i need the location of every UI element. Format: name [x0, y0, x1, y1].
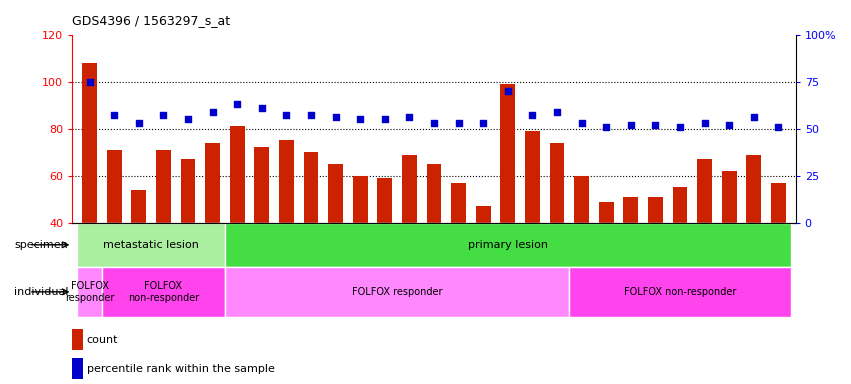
Point [772, 124, 785, 130]
Bar [205, 143, 220, 223]
Bar [77, 223, 225, 267]
Bar [131, 190, 146, 223]
Text: FOLFOX non-responder: FOLFOX non-responder [624, 287, 736, 297]
Bar [225, 223, 791, 267]
Text: GDS4396 / 1563297_s_at: GDS4396 / 1563297_s_at [72, 14, 231, 27]
Bar [156, 150, 171, 223]
Bar [569, 267, 791, 317]
Bar [426, 164, 442, 223]
Bar [83, 63, 97, 223]
Bar [378, 178, 392, 223]
Bar [180, 159, 196, 223]
Text: primary lesion: primary lesion [468, 240, 548, 250]
Point [132, 120, 146, 126]
Point [206, 109, 220, 115]
Text: metastatic lesion: metastatic lesion [103, 240, 199, 250]
Point [574, 120, 588, 126]
Text: count: count [87, 335, 118, 345]
Bar [746, 154, 762, 223]
Point [403, 114, 416, 121]
Bar [230, 126, 244, 223]
Text: individual: individual [14, 287, 68, 297]
Bar [328, 164, 343, 223]
Bar [624, 197, 638, 223]
Point [304, 113, 317, 119]
Bar [574, 176, 589, 223]
Point [328, 114, 342, 121]
Point [599, 124, 613, 130]
Point [648, 122, 662, 128]
Bar [402, 154, 417, 223]
Bar [77, 267, 102, 317]
Bar [722, 171, 737, 223]
Point [526, 113, 540, 119]
Point [452, 120, 465, 126]
Point [181, 116, 195, 122]
Point [378, 116, 391, 122]
Point [107, 113, 121, 119]
Point [427, 120, 441, 126]
Point [280, 113, 294, 119]
Bar [697, 159, 712, 223]
Point [722, 122, 736, 128]
Bar [225, 267, 569, 317]
Bar [353, 176, 368, 223]
Bar [525, 131, 540, 223]
Bar [771, 183, 785, 223]
Text: FOLFOX responder: FOLFOX responder [351, 287, 443, 297]
Text: FOLFOX
non-responder: FOLFOX non-responder [128, 281, 199, 303]
Bar [254, 147, 269, 223]
Bar [500, 84, 515, 223]
Point [353, 116, 367, 122]
Text: FOLFOX
responder: FOLFOX responder [65, 281, 114, 303]
Bar [106, 150, 122, 223]
Bar [648, 197, 663, 223]
Point [551, 109, 564, 115]
Point [157, 113, 170, 119]
Bar [304, 152, 318, 223]
Point [673, 124, 687, 130]
Bar [102, 267, 225, 317]
Point [477, 120, 490, 126]
Point [231, 101, 244, 107]
Text: specimen: specimen [14, 240, 68, 250]
Point [255, 105, 269, 111]
Bar [672, 187, 688, 223]
Bar [550, 143, 564, 223]
Bar [279, 141, 294, 223]
Point [624, 122, 637, 128]
Point [698, 120, 711, 126]
Bar [476, 206, 490, 223]
Point [83, 79, 96, 85]
Bar [599, 202, 614, 223]
Bar [451, 183, 466, 223]
Point [501, 88, 515, 94]
Point [747, 114, 761, 121]
Text: percentile rank within the sample: percentile rank within the sample [87, 364, 275, 374]
